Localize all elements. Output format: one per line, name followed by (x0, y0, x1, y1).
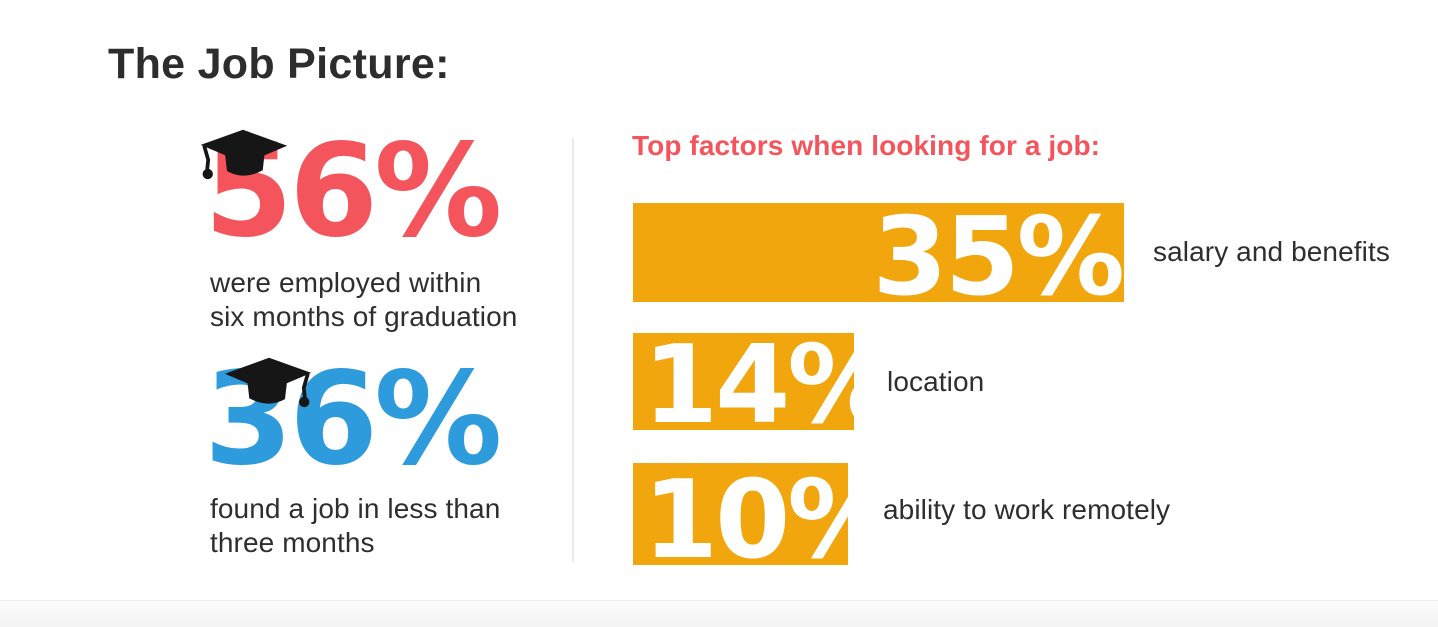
bar-location: 14% (633, 333, 854, 430)
bar-label-salary-and-benefits: salary and benefits (1153, 236, 1390, 267)
bar-value: 14% (643, 333, 854, 430)
stat-caption-56: were employed within six months of gradu… (210, 266, 517, 334)
factors-heading: Top factors when looking for a job: (632, 130, 1101, 161)
bar-label-location: location (887, 366, 985, 397)
bar-label-ability-to-work-remotely: ability to work remotely (883, 494, 1171, 525)
stat-caption-line: were employed within (210, 267, 482, 298)
bar-ability-to-work-remotely: 10% (633, 463, 848, 565)
graduation-cap-icon (196, 127, 290, 189)
page-title: The Job Picture: (108, 40, 450, 88)
stat-caption-line: six months of graduation (210, 301, 518, 333)
stat-caption-line: three months (210, 527, 375, 559)
vertical-divider (572, 138, 574, 562)
bar-value: 35% (872, 203, 1124, 303)
bar-value: 10% (643, 463, 848, 566)
stat-caption-36: found a job in less than three months (210, 492, 500, 560)
stat-caption-line: found a job in less than (210, 493, 501, 524)
graduation-cap-icon (222, 355, 316, 417)
footer-strip (0, 600, 1438, 627)
bar-salary-and-benefits: 35% (633, 203, 1124, 302)
